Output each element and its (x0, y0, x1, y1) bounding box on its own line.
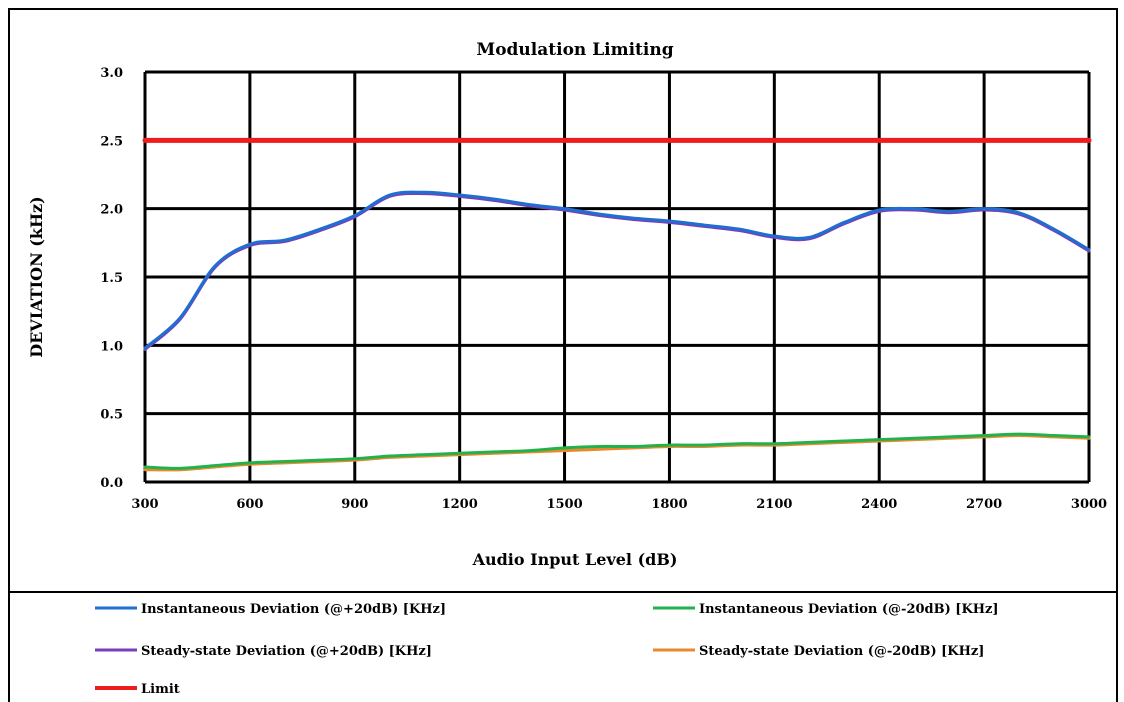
x-tick-label: 1500 (546, 497, 582, 512)
x-tick-label: 2100 (756, 497, 792, 512)
series-line-3 (143, 434, 1091, 472)
x-tick-label: 1200 (442, 497, 478, 512)
y-tick-label: 0.5 (100, 408, 123, 423)
x-tick-label: 600 (236, 497, 263, 512)
y-tick-label: 3.0 (100, 66, 123, 81)
legend-label: Limit (141, 682, 180, 697)
y-tick-label: 2.0 (100, 203, 123, 218)
x-axis-label: Audio Input Level (dB) (472, 550, 678, 569)
x-tick-label: 1800 (651, 497, 687, 512)
y-tick-label: 2.5 (100, 134, 123, 149)
series-lines (142, 137, 1092, 472)
legend: Instantaneous Deviation (@+20dB) [KHz] In… (95, 602, 999, 697)
y-tick-label: 1.0 (100, 339, 123, 354)
y-axis-label: DEVIATION (kHz) (27, 196, 46, 357)
series-line-1 (143, 432, 1091, 470)
chart-title: Modulation Limiting (476, 40, 673, 60)
x-tick-label: 3000 (1071, 497, 1107, 512)
y-tick-label: 1.5 (100, 271, 123, 286)
series-line-0 (143, 190, 1091, 350)
legend-area-border (8, 591, 1118, 702)
tick-labels: 300 600 900 1200 1500 1800 2100 2400 2700 3000 0.0… (100, 66, 1107, 512)
x-tick-label: 2700 (966, 497, 1002, 512)
x-tick-label: 2400 (861, 497, 897, 512)
legend-label: Instantaneous Deviation (@+20dB) [KHz] (141, 602, 446, 617)
legend-label: Steady-state Deviation (@-20dB) [KHz] (699, 644, 984, 659)
x-tick-label: 900 (341, 497, 368, 512)
legend-label: Steady-state Deviation (@+20dB) [KHz] (141, 644, 432, 659)
y-tick-label: 0.0 (100, 476, 123, 491)
grid (143, 70, 1091, 484)
legend-label: Instantaneous Deviation (@-20dB) [KHz] (699, 602, 999, 617)
x-tick-label: 300 (131, 497, 158, 512)
